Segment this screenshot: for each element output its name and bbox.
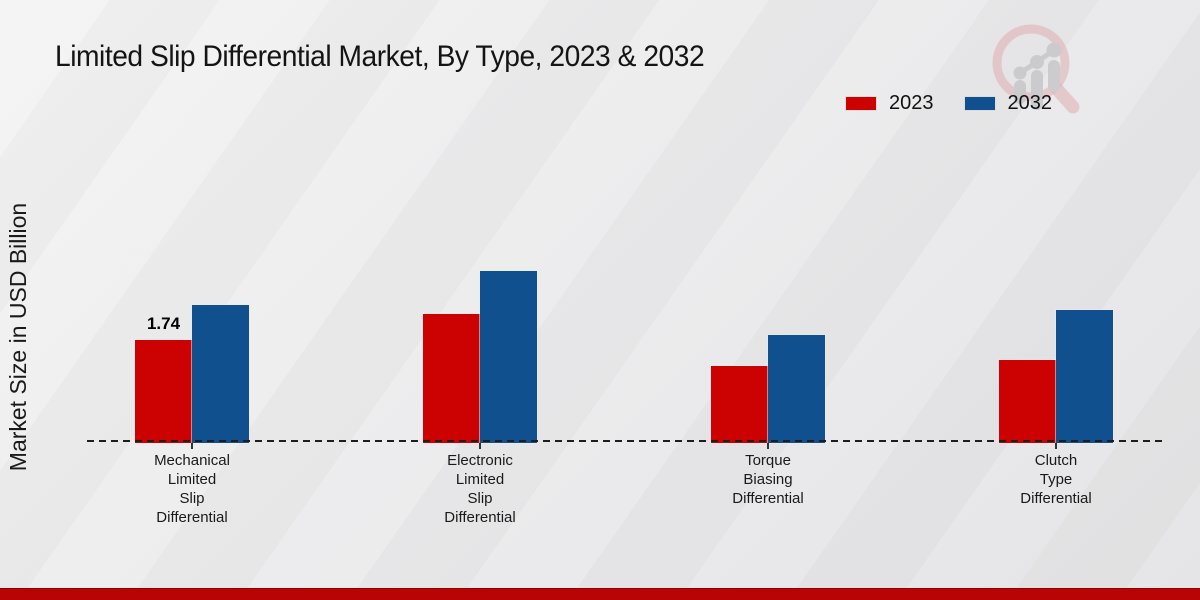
bar-2023-mechanical — [135, 340, 192, 443]
x-axis-tick — [1055, 443, 1057, 449]
bar-2032-clutch — [1056, 310, 1113, 443]
x-axis-category-label: Mechanical Limited Slip Differential — [154, 452, 230, 526]
legend-swatch-2032 — [963, 96, 996, 111]
x-axis-tick — [479, 443, 481, 449]
bar-value-label: 1.74 — [146, 314, 181, 333]
x-axis-tick — [191, 443, 193, 449]
x-axis-baseline — [87, 440, 1163, 442]
legend-label-2023: 2023 — [889, 92, 934, 114]
x-axis-category-label: Electronic Limited Slip Differential — [444, 452, 516, 526]
footer-accent-bar — [0, 588, 1200, 600]
bar-2032-electronic — [480, 271, 537, 443]
bar-2023-clutch — [999, 360, 1056, 443]
chart-title: Limited Slip Differential Market, By Typ… — [55, 40, 705, 73]
magnifier-chart-watermark-icon — [992, 24, 1080, 114]
x-axis-category-label: Clutch Type Differential — [1020, 452, 1092, 507]
legend-item-2023: 2023 — [845, 92, 934, 115]
x-axis-category-label: Torque Biasing Differential — [732, 452, 804, 507]
legend-label-2032: 2032 — [1007, 92, 1053, 114]
bar-2023-torque — [711, 366, 768, 443]
bar-2032-mechanical — [192, 305, 249, 443]
legend-item-2032: 2032 — [963, 92, 1053, 115]
legend: 2023 2032 — [845, 92, 1052, 115]
legend-swatch-2023 — [845, 96, 877, 111]
bar-2032-torque — [768, 335, 825, 443]
bar-2023-electronic — [423, 314, 480, 443]
x-axis-tick — [767, 443, 769, 449]
